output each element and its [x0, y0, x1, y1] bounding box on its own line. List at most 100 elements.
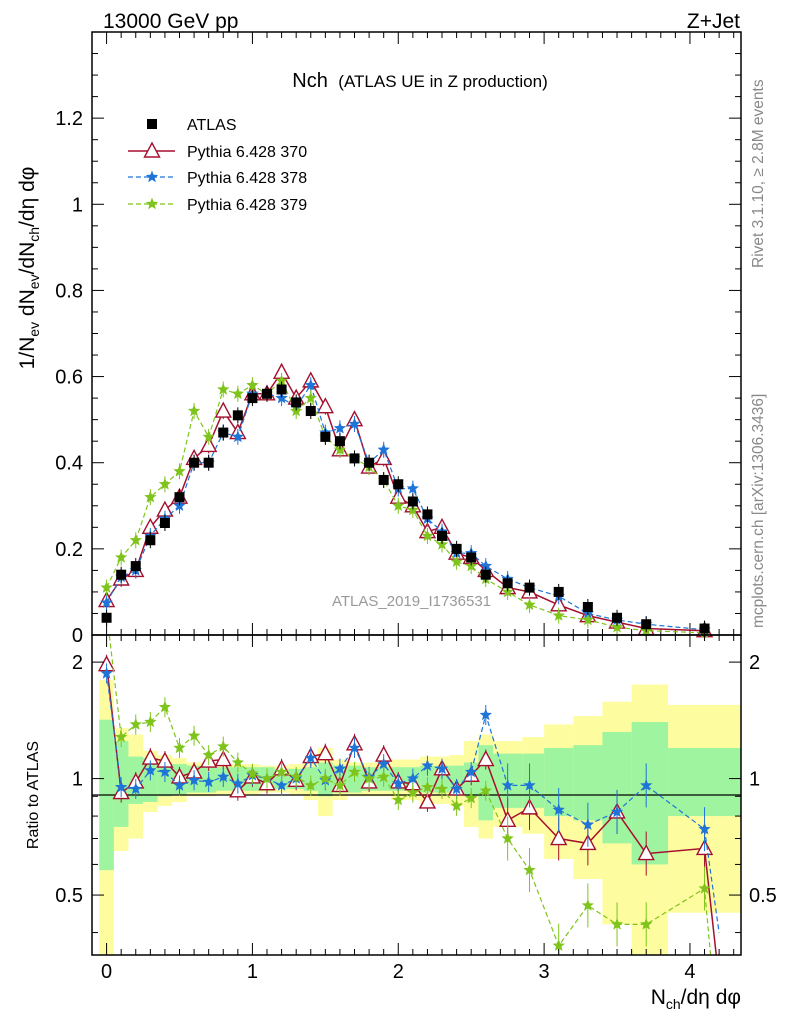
legend-label: ATLAS [187, 117, 237, 134]
main-plot-area: ATLAS_2019_I1736531 0 0.2 0.4 0.6 0.8 1 1.2 Nc… [55, 31, 742, 647]
y-tick-label: 0.6 [55, 367, 83, 389]
x-tick-label: 2 [393, 961, 404, 983]
ratio-point [523, 863, 536, 876]
data-point [348, 417, 361, 430]
data-point [116, 569, 127, 580]
mcplots-label: mcplots.cern.ch [arXiv:1306.3436] [750, 394, 767, 628]
ratio-point [348, 741, 361, 754]
data-point [422, 509, 433, 520]
data-point [502, 578, 513, 589]
ratio-series-378 [100, 663, 720, 933]
data-point [275, 374, 288, 387]
ratio-point [275, 778, 288, 791]
ratio-point [435, 782, 449, 795]
data-point [377, 443, 390, 456]
ratio-point [698, 882, 711, 894]
data-point [101, 612, 112, 623]
data-point [202, 430, 215, 443]
ratio-point [158, 700, 172, 713]
data-point [304, 391, 317, 404]
ratio-point [377, 770, 390, 783]
legend-label: Pythia 6.428 378 [187, 170, 307, 187]
legend-marker [145, 170, 159, 183]
ratio-y-tick-label: 1 [749, 769, 760, 791]
data-point [641, 619, 652, 630]
ratio-point [698, 822, 711, 835]
data-point [450, 555, 463, 567]
main-y-axis-label: 1/Nev dNev/dNch/dη dφ [16, 167, 42, 370]
ratio-point [144, 763, 157, 776]
ratio-point [348, 765, 361, 778]
data-point [305, 406, 316, 417]
plot-title-main: Nch [292, 70, 328, 92]
ratio-point [202, 748, 215, 761]
ratio-point [637, 844, 655, 861]
ratio-point [421, 759, 434, 771]
ratio-point [129, 782, 142, 795]
ratio-point [100, 666, 113, 679]
uncertainty-band-inner [522, 753, 545, 808]
data-point [406, 482, 419, 494]
ratio-point [144, 715, 157, 728]
legend: ATLAS Pythia 6.428 370 Pythia 6.428 378 Pyt… [128, 117, 307, 214]
ratio-point [421, 780, 434, 793]
data-point [480, 569, 491, 580]
ratio-plot-frame [91, 634, 742, 956]
data-point [610, 620, 624, 633]
plot-title: Nch (ATLAS UE in Z production) [292, 70, 547, 92]
svg-text:Nch (ATLAS UE in Z pro: Nch (ATLAS UE in Z production) [292, 70, 547, 92]
ratio-y-tick-label: 0.5 [55, 885, 83, 907]
ratio-point [304, 778, 317, 791]
x-axis-label: Nch/dη dφ [651, 986, 741, 1012]
ratio-y-axis-label: Ratio to ATLAS [25, 741, 42, 849]
data-point [246, 378, 259, 391]
process-label: Z+Jet [687, 10, 740, 33]
ratio-point [260, 772, 274, 784]
data-point [231, 387, 244, 400]
data-point [231, 430, 244, 443]
data-point [145, 535, 156, 546]
data-point [333, 443, 347, 456]
ratio-y-tick-label: 0.5 [749, 885, 777, 907]
ratio-point [523, 778, 536, 791]
ratio-point [479, 708, 492, 721]
legend-item: ATLAS [147, 117, 237, 134]
ratio-point [581, 899, 594, 911]
ratio-point [552, 939, 565, 951]
data-point [582, 602, 593, 613]
ratio-point [202, 775, 215, 788]
data-point [392, 499, 405, 511]
data-point [115, 551, 128, 563]
data-point [466, 552, 477, 563]
legend-item: Pythia 6.428 370 [128, 141, 307, 161]
legend-marker [147, 119, 157, 129]
ratio-point [640, 917, 653, 930]
data-point [552, 609, 565, 621]
y-tick-label: 0.8 [55, 280, 83, 302]
data-point [349, 453, 360, 464]
svg-text:1/Nev dNev/dNch/dη dφ: 1/Nev dNev/dNch/dη dφ [16, 167, 42, 370]
ratio-point [610, 805, 624, 818]
data-point [437, 530, 448, 541]
ratio-point [246, 767, 259, 779]
x-tick-label: 3 [539, 961, 550, 983]
data-point [174, 492, 185, 503]
ratio-point [275, 765, 288, 778]
data-point [130, 561, 141, 572]
ratio-point [231, 756, 244, 768]
data-point [612, 612, 623, 623]
legend-marker [145, 197, 159, 210]
data-point [214, 401, 232, 418]
data-point [217, 383, 230, 395]
ratio-point [158, 765, 172, 778]
data-point [100, 581, 113, 593]
y-tick-label: 0.4 [55, 453, 83, 475]
data-point [291, 397, 302, 408]
data-point [232, 410, 243, 421]
data-point [218, 427, 229, 438]
ratio-point [465, 765, 478, 778]
x-tick-label: 1 [247, 961, 258, 983]
rivet-label: Rivet 3.1.10, ≥ 2.8M events [750, 79, 767, 268]
ratio-point [129, 718, 142, 730]
ratio-point [450, 799, 463, 812]
